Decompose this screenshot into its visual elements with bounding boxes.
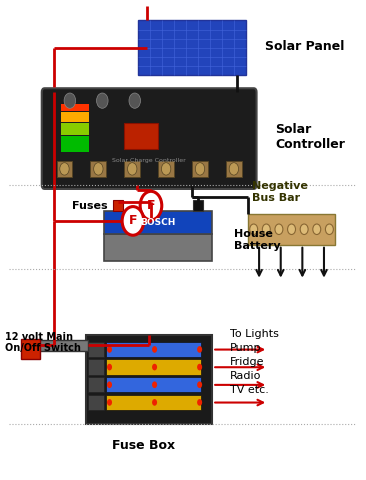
Circle shape <box>60 163 69 175</box>
Text: BOSCH: BOSCH <box>141 218 176 227</box>
Bar <box>192 161 208 177</box>
Text: F: F <box>129 215 137 228</box>
Text: Solar
Controller: Solar Controller <box>275 123 345 151</box>
Circle shape <box>129 93 141 108</box>
Circle shape <box>152 346 157 353</box>
Circle shape <box>140 192 162 220</box>
Bar <box>124 123 158 149</box>
Text: Solar Charge Controller: Solar Charge Controller <box>112 158 186 163</box>
Bar <box>106 395 201 410</box>
Bar <box>21 339 40 360</box>
Bar <box>90 161 106 177</box>
Circle shape <box>313 224 321 235</box>
Bar <box>226 161 242 177</box>
Circle shape <box>107 346 112 353</box>
Circle shape <box>122 206 144 235</box>
Circle shape <box>97 93 108 108</box>
Bar <box>56 161 72 177</box>
Circle shape <box>229 163 239 175</box>
Circle shape <box>275 224 283 235</box>
Text: 12 volt Main
On/Off Switch: 12 volt Main On/Off Switch <box>5 332 81 353</box>
Text: Negative
Bus Bar: Negative Bus Bar <box>252 181 308 203</box>
Circle shape <box>152 399 157 406</box>
Circle shape <box>107 399 112 406</box>
Bar <box>86 336 212 424</box>
Text: To Lights
Pump
Fridge
Radio
TV etc.: To Lights Pump Fridge Radio TV etc. <box>230 329 279 395</box>
Bar <box>106 377 201 392</box>
Circle shape <box>288 224 295 235</box>
Bar <box>113 201 123 211</box>
Bar <box>88 360 104 375</box>
Bar <box>138 21 246 75</box>
Bar <box>88 377 104 392</box>
Bar <box>61 123 89 135</box>
Bar <box>193 201 203 211</box>
Bar <box>104 234 212 262</box>
Circle shape <box>94 163 103 175</box>
Circle shape <box>152 382 157 388</box>
Circle shape <box>197 364 202 371</box>
Bar <box>88 395 104 410</box>
Circle shape <box>195 163 205 175</box>
Bar <box>37 340 88 351</box>
Circle shape <box>161 163 171 175</box>
Bar <box>61 136 89 152</box>
Circle shape <box>64 93 76 108</box>
Circle shape <box>325 224 333 235</box>
Text: Fuse Box: Fuse Box <box>112 439 175 452</box>
Circle shape <box>250 224 258 235</box>
Bar <box>88 342 104 357</box>
FancyBboxPatch shape <box>42 88 257 189</box>
Circle shape <box>262 224 270 235</box>
Bar <box>106 360 201 375</box>
Bar <box>61 104 89 111</box>
Bar <box>124 161 140 177</box>
Circle shape <box>152 364 157 371</box>
Circle shape <box>107 382 112 388</box>
Text: F: F <box>147 199 155 212</box>
Circle shape <box>300 224 308 235</box>
Text: House
Battery: House Battery <box>234 229 280 251</box>
Bar <box>248 214 335 245</box>
Bar <box>106 342 201 357</box>
Circle shape <box>197 382 202 388</box>
Bar <box>104 211 212 234</box>
Circle shape <box>107 364 112 371</box>
Bar <box>158 161 174 177</box>
Circle shape <box>197 399 202 406</box>
Bar <box>61 112 89 121</box>
Circle shape <box>127 163 137 175</box>
Text: Solar Panel: Solar Panel <box>265 40 344 53</box>
Text: Fuses: Fuses <box>72 201 108 211</box>
Circle shape <box>197 346 202 353</box>
